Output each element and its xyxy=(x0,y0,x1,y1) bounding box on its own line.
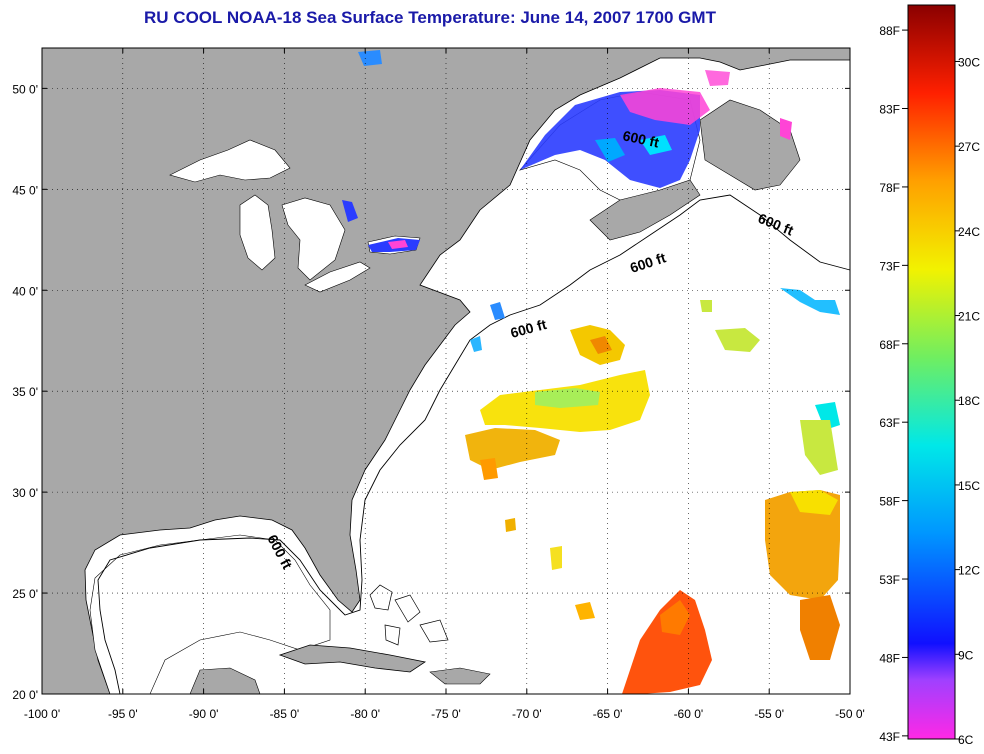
latitude-labels: 20 0' 25 0' 30 0' 35 0' 40 0' 45 0' 50 0' xyxy=(12,82,38,702)
lake-huron xyxy=(281,197,346,281)
colorbar-f-label: 48F xyxy=(879,651,900,665)
lon-label: -55 0' xyxy=(754,707,784,721)
lon-label: -90 0' xyxy=(189,707,219,721)
longitude-labels: -100 0' -95 0' -90 0' -85 0' -80 0' -75 0' -70… xyxy=(24,707,865,721)
lat-label: 40 0' xyxy=(12,284,38,298)
colorbar-c-label: 6C xyxy=(958,733,974,747)
colorbar-f-label: 78F xyxy=(879,181,900,195)
colorbar-f-label: 43F xyxy=(879,730,900,744)
lat-label: 25 0' xyxy=(12,587,38,601)
lon-label: -100 0' xyxy=(24,707,60,721)
bahamas xyxy=(369,584,449,646)
sst-cold-patches xyxy=(342,50,840,430)
lat-label: 45 0' xyxy=(12,183,38,197)
depth-contour-600ft xyxy=(97,194,851,695)
colorbar-c-label: 27C xyxy=(958,140,980,154)
colorbar-f-label: 68F xyxy=(879,338,900,352)
lon-label: -85 0' xyxy=(270,707,300,721)
colorbar-c-label: 30C xyxy=(958,55,980,69)
colorbar-f-label: 58F xyxy=(879,495,900,509)
colorbar-c-label: 12C xyxy=(958,564,980,578)
lon-label: -75 0' xyxy=(431,707,461,721)
lon-label: -50 0' xyxy=(835,707,865,721)
fahrenheit-labels: 88F 83F 78F 73F 68F 63F 58F 53F 48F 43F xyxy=(879,24,900,744)
nova-scotia xyxy=(589,179,701,241)
colorbar-c-label: 21C xyxy=(958,310,980,324)
colorbar-f-label: 83F xyxy=(879,103,900,117)
lat-label: 50 0' xyxy=(12,82,38,96)
lake-michigan xyxy=(239,194,276,271)
lon-label: -80 0' xyxy=(350,707,380,721)
hispaniola xyxy=(429,667,491,685)
colorbar-c-label: 9C xyxy=(958,648,974,662)
cuba xyxy=(278,644,427,673)
map-title: RU COOL NOAA-18 Sea Surface Temperature:… xyxy=(144,8,716,27)
colorbar-c-label: 24C xyxy=(958,225,980,239)
lat-label: 35 0' xyxy=(12,385,38,399)
colorbar-f-label: 73F xyxy=(879,259,900,273)
colorbar-f-label: 88F xyxy=(879,24,900,38)
colorbar-f-label: 63F xyxy=(879,416,900,430)
colorbar-gradient xyxy=(907,4,956,740)
lon-label: -60 0' xyxy=(674,707,704,721)
lon-label: -70 0' xyxy=(512,707,542,721)
colorbar: 88F 83F 78F 73F 68F 63F 58F 53F 48F 43F 30C 27C 24C… xyxy=(879,4,980,747)
newfoundland xyxy=(699,99,801,191)
lake-erie xyxy=(304,261,371,293)
lat-label: 20 0' xyxy=(12,688,38,702)
lon-label: -65 0' xyxy=(593,707,623,721)
lake-superior xyxy=(169,139,291,183)
depth-label-gulf-of-st-lawrence: 600 ft xyxy=(621,127,660,150)
colorbar-f-label: 53F xyxy=(879,573,900,587)
colorbar-c-label: 18C xyxy=(958,394,980,408)
colorbar-c-label: 15C xyxy=(958,479,980,493)
sst-warm-patches xyxy=(465,300,840,694)
lat-label: 30 0' xyxy=(12,486,38,500)
gulf-of-mexico xyxy=(89,534,331,695)
lon-label: -95 0' xyxy=(108,707,138,721)
celsius-labels: 30C 27C 24C 21C 18C 15C 12C 9C 6C xyxy=(958,55,980,747)
map-panel: 600 ft 600 ft 600 ft 600 ft 600 ft -100 … xyxy=(12,47,865,721)
